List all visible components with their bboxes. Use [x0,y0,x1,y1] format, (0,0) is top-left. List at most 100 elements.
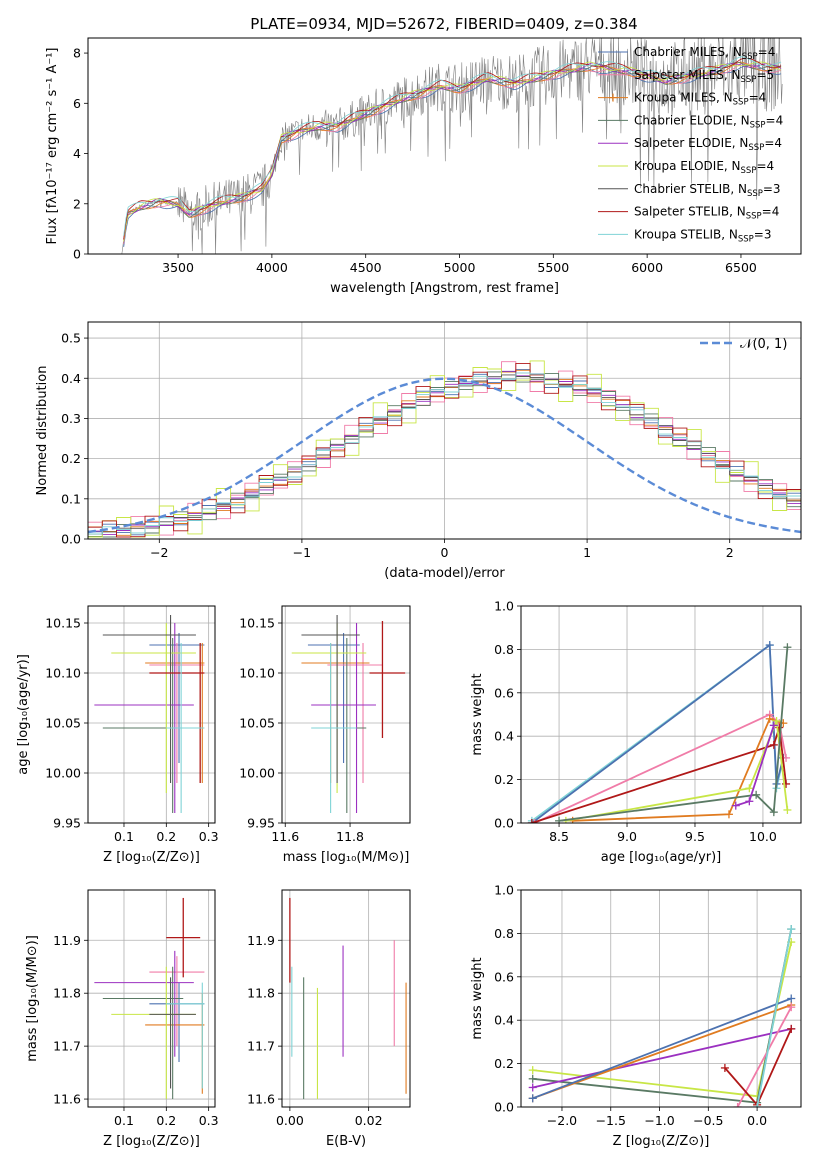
legend-label-sub: SSP [746,212,762,222]
y-tick-label: 11.6 [53,1092,81,1107]
x-tick-label: −1.0 [644,1113,674,1128]
y-tick-label: 0.2 [494,1056,514,1071]
legend-label-sub: SSP [733,98,749,108]
x-tick-label: 11.6 [271,829,299,844]
legend-label-tail: =4 [762,205,780,219]
legend-label-sub: SSP [748,143,764,153]
x-tick-label: 4500 [350,260,382,275]
errorbar-plot-area [291,615,406,813]
x-tick-label: 0.2 [156,829,176,844]
legend-label-tail: =4 [758,45,776,59]
weight-series-line [531,727,787,823]
y-axis-label: Flux [fλ10⁻¹⁷ erg cm⁻² s⁻¹ A⁻¹] [45,48,60,245]
y-tick-label: 10.15 [239,616,275,631]
model-spectrum-line [123,58,782,240]
legend-label: Salpeter STELIB, NSSP=4 [634,205,779,222]
x-tick-label: 0.0 [747,1113,767,1128]
observed-spectrum [121,38,783,254]
x-tick-label: 4000 [256,260,288,275]
y-tick-label: 1.0 [494,883,514,898]
y-tick-label: 10.00 [239,766,275,781]
histogram-step [88,370,801,536]
y-tick-label: 0.0 [494,816,514,831]
y-tick-label: 0.4 [61,371,81,386]
legend-label-sub: SSP [741,166,757,176]
weight-vs-age-panel: 8.5 9.0 9.5 10.0 0.0 0.2 0.4 0.6 0.8 1.0 age [log₁… [470,599,802,865]
axes-frame [520,889,802,1108]
y-axis-label: age [log₁₀(age/yr)] [16,654,31,775]
legend-label: Kroupa ELODIE, NSSP=4 [634,159,774,176]
legend-label-sub: SSP [738,234,754,244]
legend-label-tail: =5 [756,68,774,82]
x-tick-label: 2 [726,545,734,560]
legend-label: Chabrier MILES, NSSP=4 [634,45,775,62]
weight-series-line [532,1004,792,1100]
weight-plot-area [528,925,796,1107]
legend-label: Kroupa STELIB, NSSP=3 [634,227,772,244]
legend-label-tail: =4 [764,136,782,150]
y-tick-label: 11.8 [247,986,275,1001]
y-tick-label: 0.4 [494,729,514,744]
errorbar-plot-area [94,615,205,813]
x-tick-label: 0.2 [156,1113,176,1128]
y-tick-label: 11.7 [247,1039,275,1054]
weight-series-line [756,928,793,1107]
x-tick-label: 0.02 [355,1113,383,1128]
x-axis-label: mass [log₁₀(M/M⊙)] [283,850,410,865]
y-tick-label: 10.10 [239,666,275,681]
weight-series-line [532,928,793,1104]
y-axis-label: Normed distribution [35,366,50,496]
legend-label-main: Chabrier STELIB, N [634,182,747,196]
model-spectrum-line [123,56,782,236]
x-axis-label: Z [log₁₀(Z/Z⊙)] [103,1134,200,1149]
x-tick-label: 9.0 [617,829,637,844]
weight-series-line [534,713,787,823]
legend-label-main: Kroupa STELIB, N [634,227,738,241]
x-tick-label: 0.00 [276,1113,304,1128]
y-tick-label: 0.4 [494,1013,514,1028]
legend-label-tail: =4 [749,91,767,105]
histogram-step [88,372,801,535]
x-tick-label: −1 [293,545,311,560]
y-tick-label: 9.95 [247,816,275,831]
errorbar-plot-area [289,897,407,1100]
y-tick-label: 0.5 [61,331,81,346]
age-vs-Z-panel: 0.1 0.2 0.3 9.95 10.00 10.05 10.10 10.15 Z [log₁… [16,605,219,865]
axes-frame [87,37,802,255]
x-tick-label: 0 [441,545,449,560]
x-tick-label: 5500 [537,260,569,275]
y-tick-label: 0.0 [494,1100,514,1115]
histogram-step [88,360,801,538]
x-axis-label: Z [log₁₀(Z/Z⊙)] [103,850,200,865]
y-tick-label: 10.05 [239,716,275,731]
figure-title: PLATE=0934, MJD=52672, FIBERID=0409, z=0… [250,15,637,33]
y-tick-label: 10.00 [45,766,81,781]
y-tick-label: 0 [73,247,81,262]
y-tick-label: 0.2 [61,451,81,466]
weight-series-line [736,1006,792,1107]
gaussian-curve [88,377,801,534]
x-tick-label: 0.1 [114,829,134,844]
y-tick-label: 9.95 [53,816,81,831]
weight-series-line [735,725,775,807]
y-tick-label: 0.8 [494,642,514,657]
y-tick-label: 0.3 [61,411,81,426]
y-tick-label: 1.0 [494,599,514,614]
legend-label-main: Salpeter ELODIE, N [634,136,748,150]
y-tick-label: 2 [73,196,81,211]
legend-label-sub: SSP [742,52,758,62]
residuals-plot-area [88,360,801,538]
y-tick-label: 11.9 [53,933,81,948]
legend-label-main: Kroupa ELODIE, N [634,159,741,173]
x-tick-label: 11.8 [336,829,364,844]
legend-label: Kroupa MILES, NSSP=4 [634,91,766,108]
y-tick-label: 11.7 [53,1039,81,1054]
y-tick-label: 10.15 [45,616,81,631]
axes-frame [281,605,411,824]
weight-series-line [558,647,789,822]
legend-label: Salpeter ELODIE, NSSP=4 [634,136,782,153]
age-vs-mass-panel: 11.6 11.8 9.95 10.00 10.05 10.10 10.15 mass [lo… [239,605,411,865]
x-tick-label: 0.3 [199,1113,219,1128]
